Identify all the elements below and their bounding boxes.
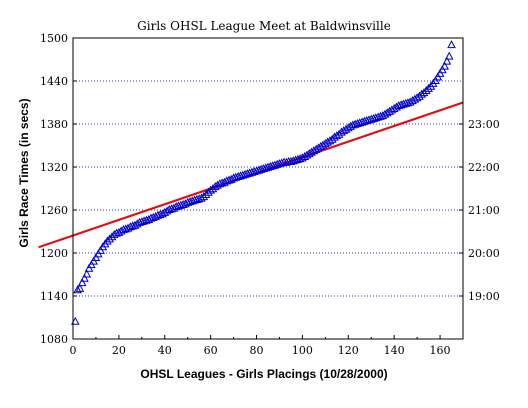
data-point — [73, 285, 82, 294]
x-tick-label: 60 — [204, 344, 218, 357]
right-tick-label: 21:00 — [468, 204, 500, 217]
right-tick-label: 19:00 — [468, 290, 500, 303]
y-tick-label: 1140 — [40, 290, 68, 303]
y-axis-ticks: 1080 1140 1200 1260 1320 1380 1440 1500 — [40, 32, 77, 346]
data-point — [440, 61, 449, 70]
x-tick-label: 100 — [292, 344, 313, 357]
x-tick-label: 80 — [250, 344, 264, 357]
right-tick-label: 23:00 — [468, 118, 500, 131]
data-point — [442, 56, 452, 65]
x-tick-label: 40 — [158, 344, 172, 357]
data-point — [282, 157, 291, 166]
x-tick-label: 140 — [384, 344, 405, 357]
data-points — [70, 40, 456, 325]
data-point — [421, 85, 431, 95]
x-axis-ticks: 0 20 40 60 80 100 120 140 160 — [70, 335, 451, 357]
y-tick-label: 1080 — [40, 333, 68, 346]
data-point — [103, 236, 112, 245]
y-tick-label: 1320 — [40, 161, 68, 174]
x-tick-label: 160 — [430, 344, 451, 357]
y-tick-label: 1260 — [40, 204, 68, 217]
data-point — [199, 192, 209, 201]
data-point — [424, 83, 433, 92]
y-tick-label: 1440 — [40, 75, 68, 88]
x-tick-label: 0 — [70, 344, 77, 357]
y-tick-label: 1200 — [40, 247, 68, 260]
x-tick-label: 120 — [338, 344, 359, 357]
data-point — [80, 273, 89, 282]
right-tick-label: 20:00 — [468, 247, 500, 260]
right-axis-time-ticks: 19:00 20:00 21:00 22:00 23:00 — [459, 118, 500, 303]
y-tick-label: 1500 — [40, 32, 68, 45]
data-point — [447, 40, 456, 49]
horizontal-gridlines — [73, 80, 463, 297]
chart-title: Girls OHSL League Meet at Baldwinsville — [137, 19, 391, 33]
data-point — [70, 316, 80, 325]
y-tick-label: 1380 — [40, 118, 68, 131]
x-axis-label: OHSL Leagues - Girls Placings (10/28/200… — [140, 367, 387, 381]
right-tick-label: 22:00 — [468, 161, 500, 174]
data-point — [105, 234, 115, 243]
plot-frame — [72, 37, 464, 340]
data-point — [277, 158, 287, 167]
y-axis-label: Girls Race Times (in secs) — [17, 98, 31, 247]
data-point — [82, 269, 92, 278]
data-point — [75, 283, 85, 292]
data-point — [77, 278, 87, 287]
data-point — [201, 189, 211, 198]
x-tick-label: 20 — [112, 344, 126, 357]
data-point — [444, 51, 454, 60]
data-point — [419, 88, 429, 97]
